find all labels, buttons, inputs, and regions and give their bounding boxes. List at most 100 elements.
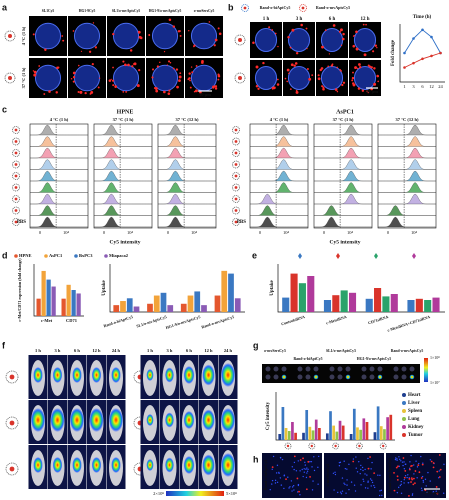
nucleus <box>344 483 346 486</box>
signal <box>33 70 37 74</box>
row-label: 37 °C (1 h) <box>21 67 26 88</box>
histogram <box>314 182 372 193</box>
column-title: 6 h <box>186 348 192 353</box>
nucleus <box>346 479 348 481</box>
signal <box>268 26 271 29</box>
x-tick-label: 10⁴ <box>283 230 290 235</box>
column-title: HG1-9/o-mvAptsCy5 <box>357 357 391 361</box>
histogram <box>250 182 308 193</box>
nucleus <box>425 485 427 487</box>
nucleus <box>379 474 381 477</box>
signal <box>302 457 304 460</box>
signal <box>430 460 433 463</box>
signal <box>295 52 299 55</box>
signal <box>305 488 308 491</box>
nucleus <box>307 468 309 470</box>
signal <box>166 64 168 66</box>
histogram <box>94 159 152 170</box>
nucleus <box>396 458 398 460</box>
organ <box>409 374 415 380</box>
signal <box>424 489 427 491</box>
nucleus <box>305 476 308 479</box>
icon <box>355 442 363 450</box>
signal <box>125 90 128 93</box>
scale-bar-label: 10 μm <box>366 89 378 94</box>
bar <box>311 430 315 440</box>
nucleus <box>409 461 411 463</box>
column-title: 4 °C (1 h) <box>50 117 69 122</box>
signal <box>285 478 287 481</box>
signal <box>88 50 92 53</box>
signal <box>114 85 118 88</box>
signal <box>341 83 344 87</box>
axis-label: Fold change <box>391 39 396 66</box>
organ <box>393 374 399 380</box>
signal <box>355 30 358 34</box>
icon <box>232 183 240 192</box>
nucleus <box>343 482 345 484</box>
point <box>412 37 415 40</box>
organ <box>337 366 343 372</box>
nucleus <box>73 64 101 92</box>
nucleus <box>333 489 335 491</box>
histogram <box>94 205 152 216</box>
bar <box>332 295 340 312</box>
icon <box>14 140 18 143</box>
legend-marker <box>14 254 18 258</box>
legend-entry: BxPC3 <box>79 253 93 258</box>
icon <box>14 220 18 224</box>
nucleus <box>291 490 293 492</box>
signal <box>214 85 218 88</box>
signal <box>309 475 311 478</box>
legend-marker <box>104 254 108 258</box>
signal <box>311 74 314 77</box>
signal <box>289 46 292 49</box>
nucleus <box>280 484 283 486</box>
panel-label: a <box>2 2 8 12</box>
signal <box>62 39 65 42</box>
signal <box>138 69 141 72</box>
signal <box>43 93 46 95</box>
legend-entry: Kidney <box>408 425 424 430</box>
histogram <box>94 182 152 193</box>
scale-bar-label: 10 μm <box>199 92 211 97</box>
nucleus <box>293 468 295 471</box>
plot-frame <box>377 123 437 229</box>
nucleus <box>296 491 299 493</box>
signal <box>339 68 342 71</box>
histogram <box>378 205 436 216</box>
histogram <box>94 124 152 136</box>
bar <box>383 429 386 440</box>
x-tick-label: c-MetsiRNA+CD71siRNA <box>387 314 431 333</box>
signal <box>32 33 35 36</box>
histogram <box>30 124 88 136</box>
signal <box>354 66 358 70</box>
signal <box>38 65 41 67</box>
x-tick-label: SL1/o-mvAptsCy5 <box>136 314 168 329</box>
icon <box>238 38 242 42</box>
nucleus <box>422 481 425 483</box>
nucleus <box>413 473 415 475</box>
nucleus <box>271 483 273 485</box>
nucleus <box>406 476 408 479</box>
nucleus <box>362 478 364 481</box>
nucleus <box>442 492 445 494</box>
bar <box>290 273 298 312</box>
nucleus <box>275 472 278 474</box>
nucleus <box>426 491 428 494</box>
signal <box>276 83 280 86</box>
icon <box>12 206 20 215</box>
axis-label: Uptake <box>270 279 275 295</box>
signal <box>98 77 101 79</box>
nucleus <box>283 487 285 490</box>
signal <box>179 34 182 37</box>
signal <box>124 63 127 67</box>
bar <box>133 306 140 312</box>
row-label: o-mvSersCy5 <box>325 464 330 487</box>
bar <box>323 300 332 312</box>
x-tick-label: 10⁴ <box>411 230 418 235</box>
nucleus <box>306 472 308 474</box>
nucleus <box>371 479 373 482</box>
column-title: 3 h <box>167 348 173 353</box>
icon <box>243 6 247 10</box>
